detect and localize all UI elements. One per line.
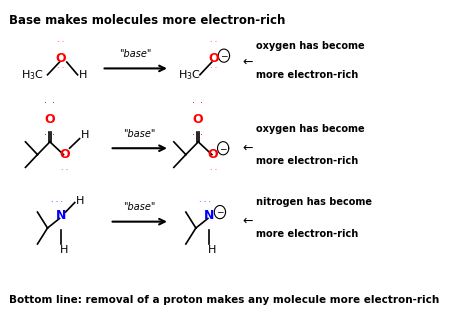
Text: oxygen has become: oxygen has become — [256, 124, 365, 134]
Text: ←: ← — [242, 215, 253, 228]
Text: H: H — [76, 196, 84, 206]
Text: more electron-rich: more electron-rich — [256, 229, 358, 240]
Text: · · ·: · · · — [199, 198, 211, 207]
Text: H$_3$C: H$_3$C — [21, 68, 45, 82]
Text: O: O — [55, 52, 66, 65]
Text: "base": "base" — [124, 202, 156, 212]
Text: more electron-rich: more electron-rich — [256, 70, 358, 80]
Text: H: H — [81, 130, 89, 140]
Text: ·: · — [192, 99, 195, 109]
Text: H: H — [208, 245, 216, 255]
Text: · ·: · · — [210, 64, 218, 73]
Text: · ·: · · — [57, 38, 64, 47]
Text: Base makes molecules more electron-rich: Base makes molecules more electron-rich — [9, 14, 286, 27]
Text: ·: · — [192, 130, 195, 140]
Text: "base": "base" — [119, 49, 152, 59]
Text: O: O — [209, 52, 219, 65]
Text: ·: · — [44, 99, 47, 109]
Text: H: H — [60, 245, 68, 255]
Text: ·: · — [44, 130, 47, 140]
Text: O: O — [44, 113, 55, 126]
Text: · ·: · · — [210, 166, 217, 175]
Text: · ·: · · — [57, 64, 64, 73]
Text: −: − — [220, 51, 228, 60]
Text: oxygen has become: oxygen has become — [256, 41, 365, 51]
Text: · ·: · · — [210, 38, 218, 47]
Text: Bottom line: removal of a proton makes any molecule more electron-rich: Bottom line: removal of a proton makes a… — [9, 295, 440, 305]
Text: N: N — [55, 209, 66, 222]
Text: ·: · — [201, 99, 203, 109]
Text: "base": "base" — [124, 129, 156, 139]
Text: · · ·: · · · — [51, 198, 63, 207]
Text: · ·: · · — [61, 166, 68, 175]
Text: ←: ← — [242, 142, 253, 155]
Text: ←: ← — [242, 55, 253, 69]
Text: N: N — [204, 209, 214, 222]
Text: −: − — [216, 208, 224, 217]
Text: O: O — [192, 113, 203, 126]
Text: O: O — [208, 148, 219, 161]
Text: ·: · — [201, 130, 203, 140]
Text: H$_3$C: H$_3$C — [178, 68, 201, 82]
Text: ·: · — [52, 99, 55, 109]
Text: ·: · — [52, 130, 55, 140]
Text: nitrogen has become: nitrogen has become — [256, 197, 372, 207]
Text: more electron-rich: more electron-rich — [256, 156, 358, 166]
Text: −: − — [219, 144, 227, 153]
Text: H: H — [78, 70, 87, 80]
Text: O: O — [59, 148, 70, 161]
